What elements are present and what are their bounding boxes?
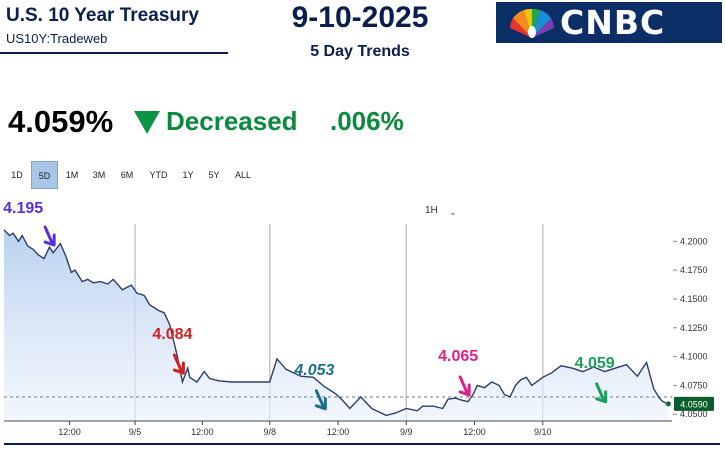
annotation-arrowhead (595, 390, 608, 404)
x-tick-label: 9/9 (400, 427, 413, 437)
trend-subtitle: 5 Day Trends (310, 43, 410, 60)
annotation-label: 4.084 (152, 326, 192, 343)
annotation-arrow (43, 225, 54, 245)
yield-line (3, 229, 669, 417)
x-tick-label: 12:00 (463, 427, 486, 437)
annotation-arrowhead (314, 397, 327, 411)
title-divider (0, 52, 228, 54)
x-tick-label: 12:00 (327, 427, 350, 437)
annotation-arrow (458, 375, 469, 395)
value-annotation: 4.065 (438, 348, 478, 397)
range-button-1d[interactable]: 1D (11, 170, 23, 180)
range-button-all[interactable]: ALL (234, 170, 251, 180)
range-button-3m[interactable]: 3M (92, 170, 106, 180)
value-annotation: 4.059 (575, 355, 615, 404)
change-direction: Decreased (166, 106, 298, 136)
x-tick-label: 9/8 (263, 427, 276, 437)
range-button-5y[interactable]: 5Y (208, 170, 220, 180)
peacock-icon (510, 8, 554, 38)
change-amount: .006% (330, 106, 404, 136)
cnbc-logo: CNBC (496, 2, 722, 43)
x-tick-label: 12:00 (58, 427, 81, 437)
annotation-arrow (314, 389, 325, 409)
chevron-down-icon[interactable]: ⌄ (449, 207, 457, 217)
value-annotation: 4.084 (152, 326, 193, 375)
triangle-down-icon (134, 111, 160, 134)
annotation-arrow (595, 382, 606, 402)
annotation-arrow (172, 353, 183, 373)
current-yield: 4.059% (8, 104, 114, 139)
x-tick-label: 12:00 (191, 427, 214, 437)
y-tick-label: 4.1500 (680, 294, 708, 304)
x-tick-label: 9/10 (534, 427, 552, 437)
range-button-1y[interactable]: 1Y (182, 170, 194, 180)
y-tick-label: 4.0750 (680, 380, 708, 390)
symbol-subtitle: US10Y:Tradeweb (6, 31, 108, 46)
annotation-label: 4.195 (3, 200, 43, 217)
range-button-6m[interactable]: 6M (120, 170, 134, 180)
bottom-divider (4, 443, 720, 445)
range-button-5d[interactable]: 5D (31, 161, 58, 189)
annotation-label: 4.053 (293, 362, 334, 379)
last-point (665, 401, 671, 407)
value-annotation: 4.195 (3, 200, 56, 247)
report-date: 9-10-2025 (291, 1, 429, 34)
interval-selector[interactable]: 1H (425, 205, 438, 216)
annotation-label: 4.065 (438, 348, 478, 365)
last-value-badge (674, 396, 714, 411)
last-value-label: 4.0590 (680, 399, 708, 409)
y-tick-label: 4.1250 (680, 323, 708, 333)
yield-chart: 4.0500 4.0750 4.1000 4.1250 4.1500 4.1750 4.20… (3, 200, 714, 437)
annotation-arrowhead (43, 233, 56, 247)
y-tick-label: 4.0500 (680, 409, 708, 419)
y-tick-label: 4.2000 (680, 236, 708, 246)
annotation-label: 4.059 (575, 355, 615, 372)
annotation-arrowhead (172, 361, 185, 375)
last-value-marker: 4.0590 (665, 396, 714, 411)
annotation-arrowhead (458, 383, 471, 397)
logo-wordmark: CNBC (560, 3, 666, 42)
value-annotation: 4.053 (293, 362, 334, 411)
range-button-1m[interactable]: 1M (65, 170, 79, 180)
range-button-ytd[interactable]: YTD (149, 170, 168, 180)
y-tick-label: 4.1000 (680, 352, 708, 362)
y-tick-label: 4.1750 (680, 265, 708, 275)
x-tick-label: 9/5 (129, 427, 142, 437)
yield-area (4, 229, 669, 420)
page-title: U.S. 10 Year Treasury (6, 5, 199, 26)
